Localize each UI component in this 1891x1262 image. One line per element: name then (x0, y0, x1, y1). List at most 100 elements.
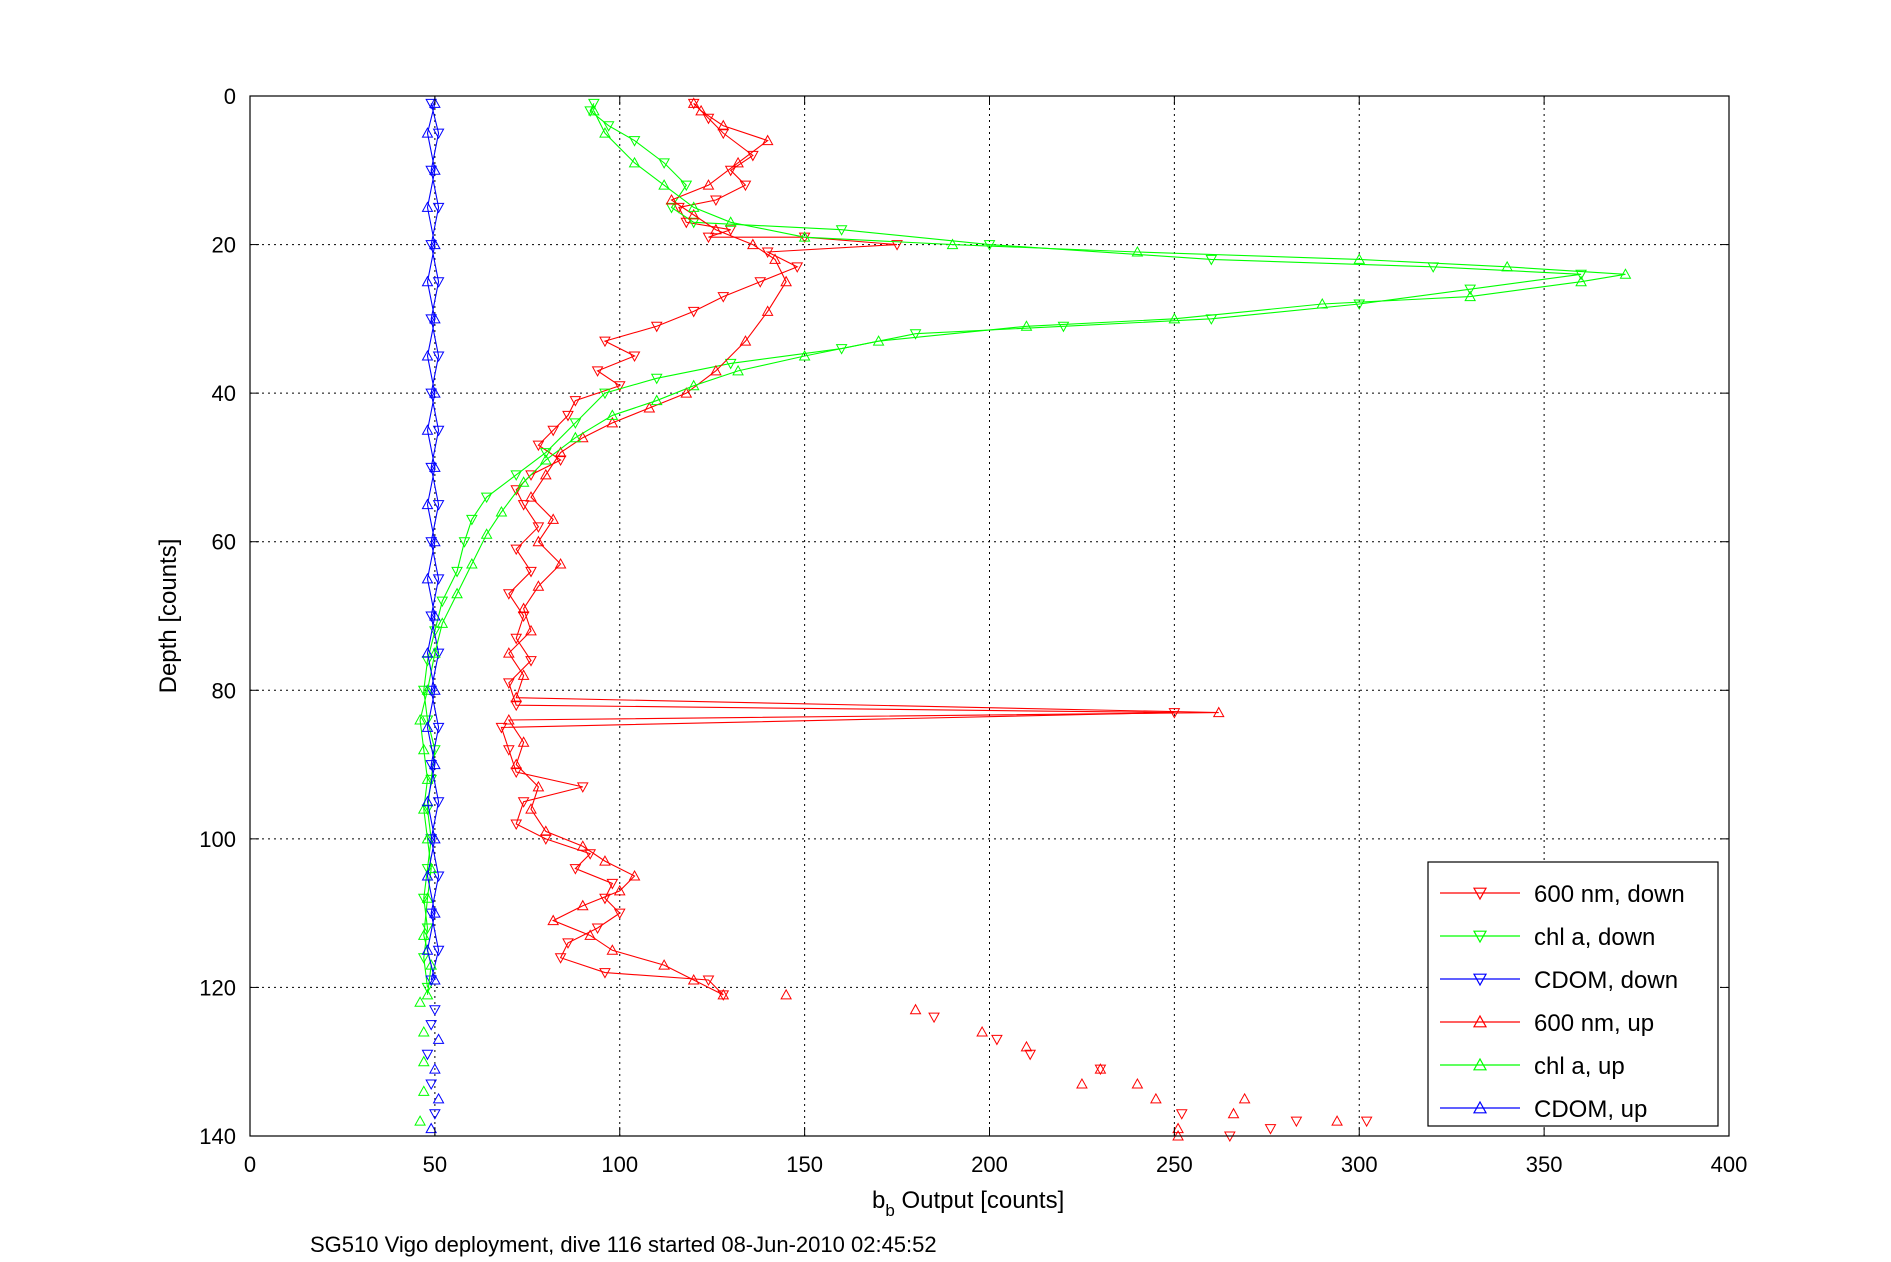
y-tick-label: 140 (199, 1124, 236, 1149)
data-point (539, 468, 552, 480)
data-point (432, 797, 445, 808)
data-point (421, 127, 434, 138)
data-point (599, 127, 611, 138)
data-point (421, 944, 434, 955)
data-point (1331, 1115, 1343, 1126)
data-point (532, 522, 545, 533)
data-point (588, 98, 600, 110)
data-point (780, 275, 792, 287)
data-point (591, 366, 604, 377)
y-tick-label: 100 (199, 827, 236, 852)
series-chl-a-down (417, 98, 1587, 994)
data-point (414, 996, 426, 1007)
data-point (1168, 312, 1181, 324)
data-point (1076, 1077, 1088, 1089)
data-point (510, 485, 523, 496)
series-cdom-down (425, 98, 445, 987)
data-point (421, 656, 434, 667)
data-point (425, 314, 438, 325)
data-point (425, 975, 438, 987)
data-point (421, 795, 434, 807)
x-axis-label-rest: Output [counts] (895, 1187, 1064, 1214)
legend-box (1427, 861, 1719, 1127)
data-point (429, 461, 441, 472)
data-point (429, 1109, 441, 1120)
data-point (421, 715, 434, 727)
data-point (739, 180, 752, 192)
data-point (835, 225, 848, 236)
data-point (687, 973, 700, 985)
data-point (425, 1020, 438, 1031)
legend-label: CDOM, down (1534, 967, 1678, 994)
data-point (417, 893, 430, 905)
data-point (761, 134, 774, 146)
data-point (798, 231, 811, 242)
x-axis-label-subscript: b (885, 1201, 894, 1220)
legend-entry: 600 nm, up (1440, 1010, 1654, 1037)
data-point (1227, 1107, 1240, 1119)
data-point (687, 201, 700, 212)
data-point (628, 156, 641, 168)
data-point (613, 381, 626, 392)
data-point (539, 453, 552, 465)
data-point (525, 656, 537, 667)
data-point (429, 647, 441, 658)
data-point (1501, 260, 1513, 272)
data-point (599, 855, 611, 866)
data-point (1094, 1064, 1107, 1076)
data-point (502, 745, 515, 756)
data-point (562, 410, 574, 422)
data-point (525, 624, 537, 636)
data-point (517, 669, 530, 680)
series-line (507, 103, 1219, 996)
data-point (539, 834, 552, 845)
x-tick-label: 150 (786, 1152, 823, 1177)
data-point (510, 633, 523, 645)
data-point (421, 201, 434, 212)
data-point (702, 179, 715, 190)
data-point (687, 306, 700, 318)
data-point (724, 216, 737, 227)
data-point (532, 440, 545, 452)
data-point (710, 195, 722, 207)
data-point (421, 1049, 434, 1061)
data-point (554, 455, 567, 467)
data-point (510, 819, 523, 831)
data-point (417, 1025, 430, 1037)
x-axis-label-main: b (872, 1187, 885, 1214)
legend-label: chl a, up (1534, 1053, 1625, 1080)
data-point (576, 899, 589, 911)
data-point (991, 1034, 1003, 1046)
data-point (510, 544, 523, 556)
data-point (425, 98, 438, 110)
legend-marker (1472, 1100, 1488, 1114)
series-line (423, 103, 1582, 988)
data-point (480, 492, 493, 504)
data-point (1057, 321, 1070, 333)
y-tick-label: 20 (212, 233, 236, 258)
data-point (724, 358, 737, 370)
series-cdom-up (421, 97, 441, 985)
data-point (588, 104, 600, 116)
data-point (421, 275, 434, 287)
data-point (421, 424, 434, 435)
data-point (429, 97, 441, 108)
data-point (425, 760, 438, 771)
data-point (436, 617, 449, 628)
data-point (628, 136, 641, 147)
data-point (547, 425, 560, 437)
data-point (687, 379, 700, 391)
data-point (606, 944, 619, 955)
data-point (1150, 1092, 1162, 1104)
data-point (421, 498, 434, 510)
data-point (754, 277, 767, 288)
data-point (891, 240, 903, 251)
legend-marker (1472, 973, 1488, 987)
data-point (432, 425, 445, 437)
data-point (1360, 1116, 1373, 1128)
data-point (429, 973, 441, 985)
data-point (1353, 253, 1366, 264)
data-point (606, 409, 619, 420)
data-point (650, 321, 663, 333)
legend-marker (1472, 887, 1488, 901)
